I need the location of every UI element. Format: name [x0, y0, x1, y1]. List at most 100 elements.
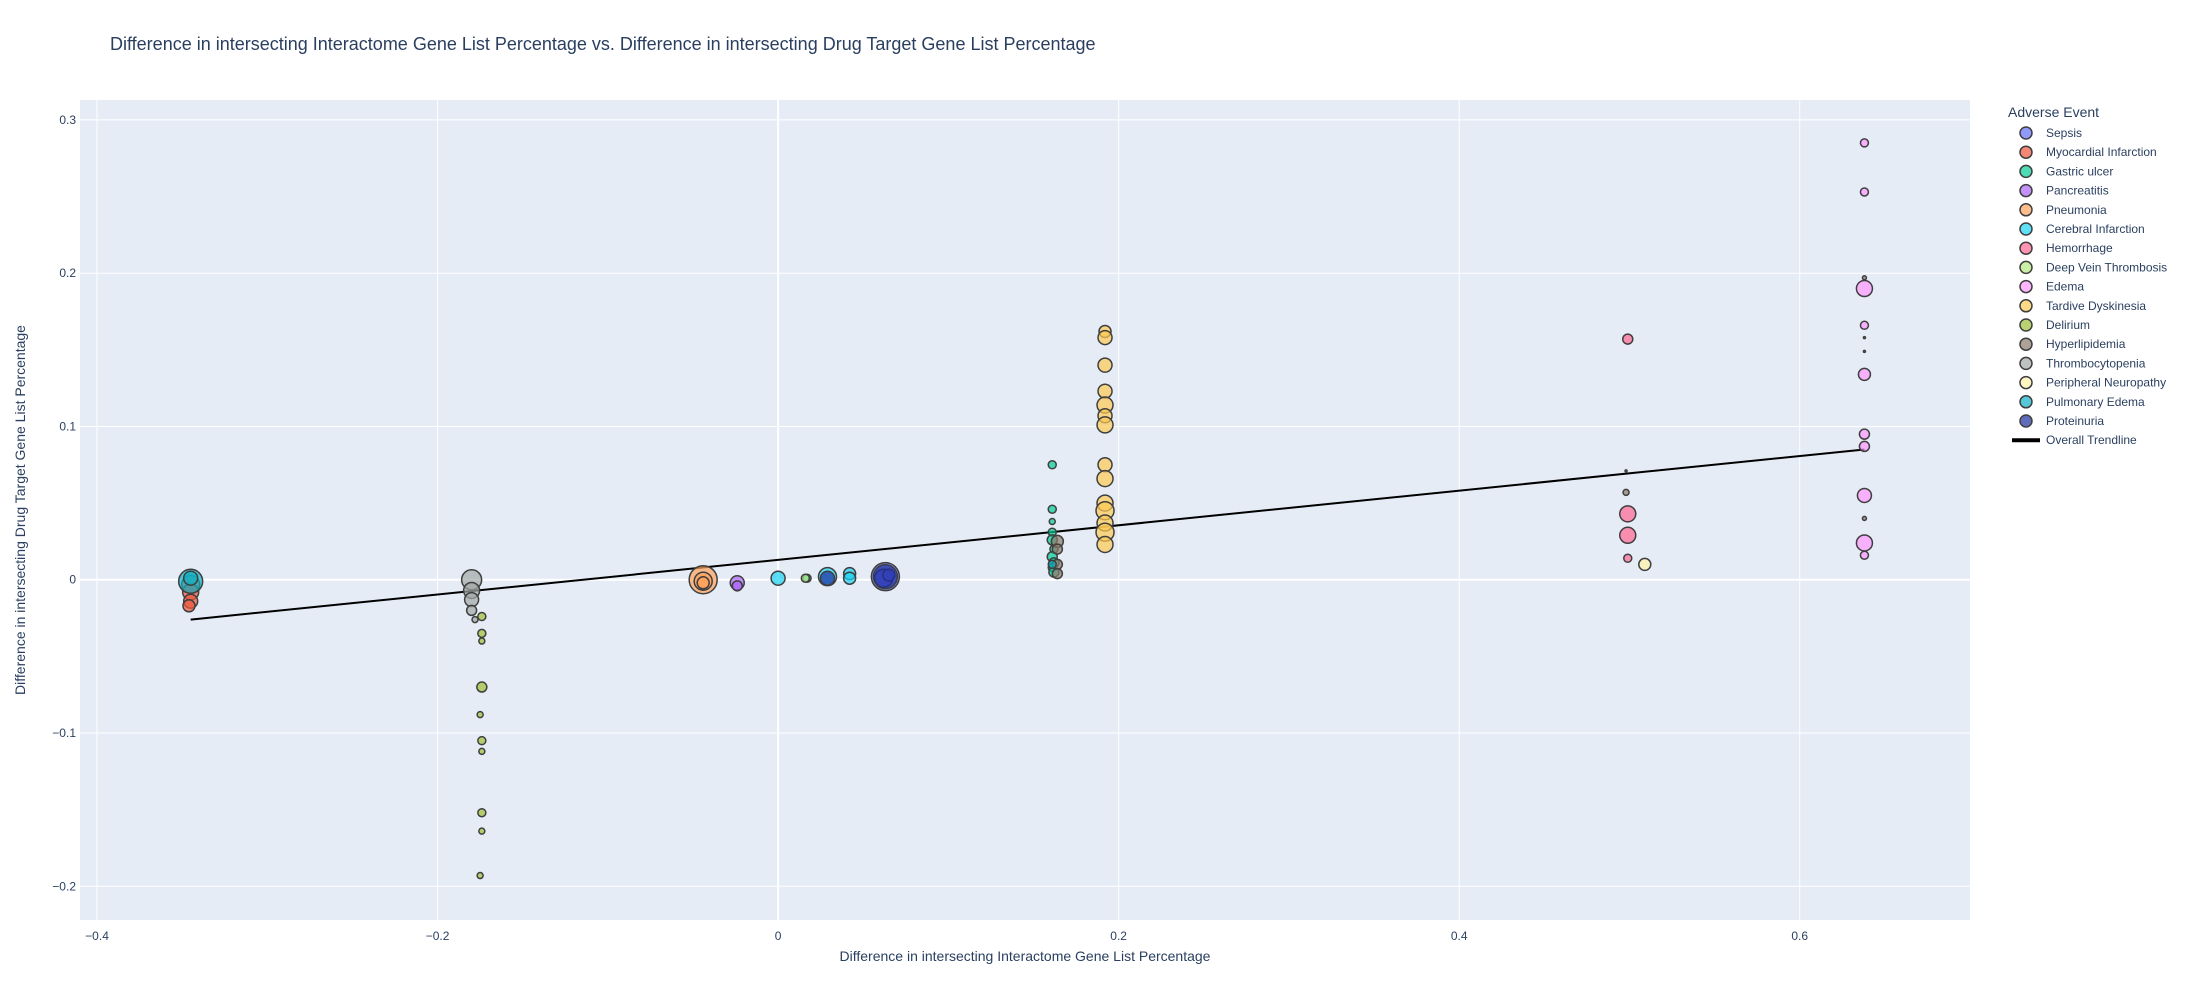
series-delirium	[476, 611, 488, 880]
legend-marker	[2019, 337, 2033, 351]
legend-marker	[2019, 222, 2033, 236]
legend-item-trendline[interactable]: Overall Trendline	[2012, 433, 2137, 447]
data-point[interactable]	[1622, 333, 1634, 345]
data-point[interactable]	[476, 871, 484, 880]
data-point[interactable]	[1097, 383, 1113, 399]
data-point[interactable]	[1855, 534, 1874, 552]
data-point[interactable]	[800, 573, 811, 583]
data-point[interactable]	[1859, 550, 1870, 560]
data-points	[177, 138, 1874, 880]
data-point[interactable]	[1619, 526, 1637, 545]
data-point[interactable]	[477, 611, 487, 622]
x-tick-label: 0.4	[1451, 929, 1468, 943]
data-point[interactable]	[471, 615, 479, 624]
data-point[interactable]	[478, 637, 486, 645]
legend-label: Sepsis	[2046, 126, 2082, 140]
series-thrombocytopenia	[460, 568, 483, 624]
x-tick-label: 0.6	[1791, 929, 1808, 943]
data-point[interactable]	[476, 710, 484, 719]
data-point[interactable]	[696, 576, 710, 590]
data-point[interactable]	[1862, 335, 1867, 340]
legend-item[interactable]: Hemorrhage	[2019, 241, 2113, 255]
data-point[interactable]	[477, 628, 487, 639]
data-point[interactable]	[1047, 559, 1057, 570]
legend-marker	[2019, 414, 2033, 428]
data-point[interactable]	[1622, 488, 1630, 497]
legend-label: Gastric ulcer	[2046, 164, 2113, 178]
data-point[interactable]	[1096, 535, 1114, 554]
data-point[interactable]	[182, 570, 199, 586]
legend-marker	[2019, 126, 2033, 140]
data-point[interactable]	[1859, 320, 1870, 331]
data-point[interactable]	[1097, 329, 1113, 346]
data-point[interactable]	[1859, 187, 1870, 197]
data-point[interactable]	[1856, 487, 1873, 504]
legend-item[interactable]: Deep Vein Thrombosis	[2019, 260, 2167, 274]
data-point[interactable]	[770, 570, 786, 586]
data-point[interactable]	[1861, 515, 1868, 522]
data-point[interactable]	[1096, 469, 1114, 488]
legend-label: Thrombocytopenia	[2046, 356, 2146, 370]
data-point[interactable]	[182, 599, 196, 613]
y-axis-label: Difference in intersecting Drug Target G…	[12, 325, 28, 695]
legend-item[interactable]: Peripheral Neuropathy	[2019, 376, 2166, 390]
legend-item[interactable]: Edema	[2019, 280, 2084, 294]
series-hyperlipidemia	[1050, 275, 1868, 580]
data-point[interactable]	[819, 570, 836, 586]
legend-item[interactable]: Delirium	[2019, 318, 2090, 332]
legend-item[interactable]: Pulmonary Edema	[2019, 395, 2145, 409]
data-point[interactable]	[463, 591, 480, 608]
data-point[interactable]	[842, 571, 857, 585]
data-point[interactable]	[1051, 543, 1064, 555]
legend-item[interactable]: Hyperlipidemia	[2019, 337, 2126, 351]
legend-item[interactable]: Gastric ulcer	[2019, 164, 2113, 178]
legend-label: Hemorrhage	[2046, 241, 2113, 255]
legend-item[interactable]: Cerebral Infarction	[2019, 222, 2145, 236]
data-point[interactable]	[1047, 460, 1057, 470]
legend-label: Deep Vein Thrombosis	[2046, 260, 2167, 274]
data-point[interactable]	[1638, 557, 1652, 572]
chart-title: Difference in intersecting Interactome G…	[110, 34, 1096, 54]
data-point[interactable]	[1096, 416, 1114, 434]
data-point[interactable]	[1048, 517, 1056, 526]
legend-item[interactable]: Proteinuria	[2019, 414, 2104, 428]
tick-labels: −0.4 −0.2 0 0.2 0.4 0.6 −0.2 −0.1 0 0.1 0.2 0.3	[52, 113, 1808, 943]
data-point[interactable]	[1858, 428, 1871, 440]
data-point[interactable]	[1051, 567, 1064, 580]
legend-item[interactable]: Sepsis	[2019, 126, 2082, 140]
data-point[interactable]	[477, 807, 487, 818]
legend-item[interactable]: Myocardial Infarction	[2019, 145, 2157, 159]
data-point[interactable]	[1859, 138, 1870, 148]
legend-label: Delirium	[2046, 318, 2090, 332]
series-proteinuria	[819, 563, 899, 590]
data-point[interactable]	[1624, 469, 1628, 473]
legend: Adverse Event Sepsis Myocardial Infarctio…	[2008, 104, 2167, 447]
data-point[interactable]	[1097, 357, 1113, 373]
data-point[interactable]	[1855, 279, 1874, 298]
legend-item[interactable]: Pneumonia	[2019, 203, 2107, 217]
data-point[interactable]	[1619, 505, 1637, 523]
data-point[interactable]	[478, 747, 486, 756]
data-point[interactable]	[1857, 367, 1872, 382]
data-point[interactable]	[731, 580, 743, 592]
data-point[interactable]	[1862, 349, 1867, 354]
data-point[interactable]	[477, 735, 487, 746]
data-point[interactable]	[1047, 504, 1057, 514]
legend-item[interactable]: Tardive Dyskinesia	[2019, 299, 2146, 313]
legend-label: Hyperlipidemia	[2046, 337, 2126, 351]
legend-item[interactable]: Thrombocytopenia	[2019, 356, 2146, 370]
data-point[interactable]	[872, 563, 899, 590]
data-point[interactable]	[465, 604, 478, 617]
data-point[interactable]	[476, 681, 488, 693]
legend-item[interactable]: Pancreatitis	[2019, 184, 2109, 198]
data-point[interactable]	[1097, 457, 1113, 473]
legend-label: Tardive Dyskinesia	[2046, 299, 2146, 313]
data-point[interactable]	[1861, 275, 1868, 281]
series-hemorrhage	[1619, 333, 1637, 564]
data-point[interactable]	[1623, 553, 1633, 564]
legend-label: Overall Trendline	[2046, 433, 2137, 447]
data-point[interactable]	[478, 827, 486, 835]
data-point[interactable]	[1858, 440, 1871, 453]
x-tick-label: 0.2	[1110, 929, 1127, 943]
y-tick-label: −0.1	[52, 726, 76, 740]
